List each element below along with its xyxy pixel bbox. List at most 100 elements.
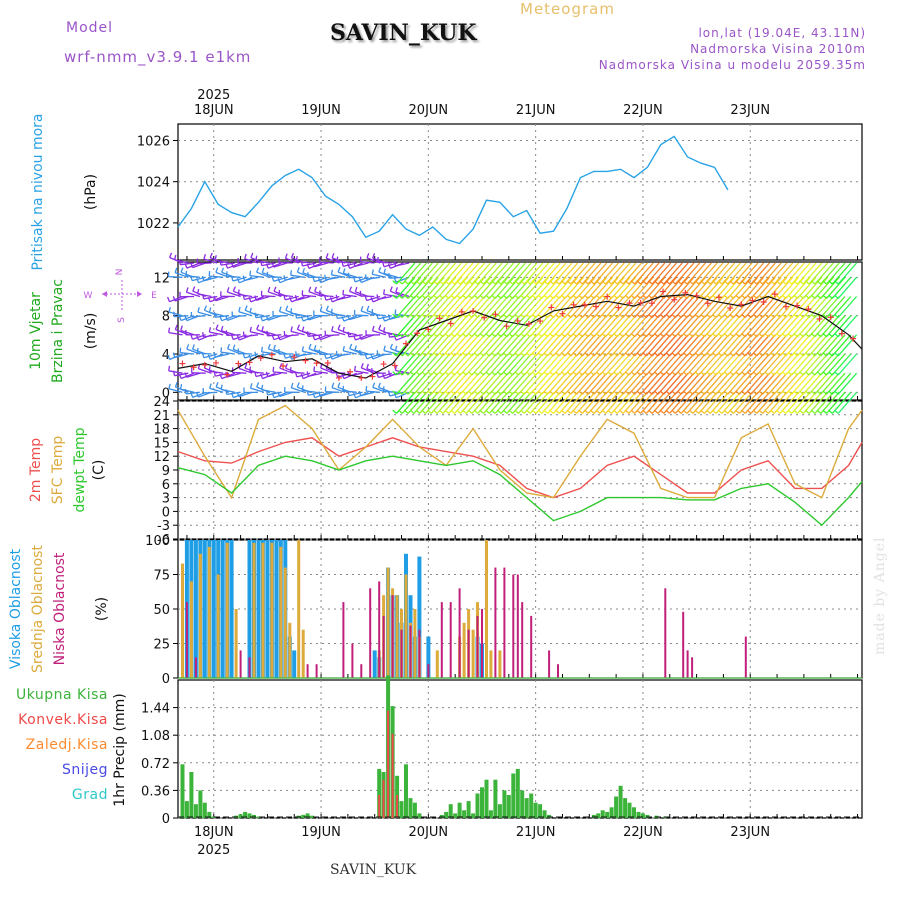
top-day-label: 19JUN (301, 103, 341, 118)
wind-barb (605, 296, 625, 318)
wind-barb-flag (671, 371, 676, 376)
wind-barb (581, 276, 602, 299)
wind-barb (500, 334, 521, 357)
wind-barb (634, 276, 654, 299)
total-precip-bar (645, 814, 650, 818)
wind-barb (587, 276, 608, 299)
page-title: SAVIN_KUK (330, 20, 477, 46)
wind-barb (221, 372, 236, 380)
wind-barb (477, 372, 497, 395)
wind-barb-flag (758, 332, 764, 338)
wind-barb (319, 261, 334, 264)
wind-barb (680, 334, 701, 357)
wind-barb-flag (261, 267, 265, 273)
wind-barb (733, 262, 753, 285)
wind-barb (383, 349, 398, 355)
wind-barb-flag (265, 315, 269, 321)
wind-barb-flag (770, 390, 775, 395)
wind-barb (669, 353, 689, 376)
wind-barb (483, 296, 503, 318)
wind-barb-flag (770, 313, 775, 318)
wind-barb-flag (271, 334, 275, 340)
wind-barb (407, 353, 428, 376)
wind-barb-flag (456, 409, 461, 414)
wind-barb-flag (723, 280, 729, 285)
wind-barb-flag (496, 332, 502, 338)
wind-barb-flag (444, 352, 450, 357)
wind-unit-label: (m/s) (83, 313, 99, 350)
wind-barb (704, 296, 724, 318)
wind-barb (377, 261, 392, 264)
wind-barb-flag (560, 371, 566, 376)
location-coordinates: lon,lat (19.04E, 43.11N) (698, 26, 866, 40)
wind-barb (325, 334, 340, 337)
wind-barb (174, 259, 189, 264)
wind-barb (564, 353, 584, 376)
wind-barb (249, 274, 264, 278)
wind-barb-flag (630, 352, 636, 357)
wind-barb-flag (816, 280, 822, 285)
wind-barb-flag (537, 390, 543, 395)
wind-barb-flag (249, 326, 252, 332)
wind-barb (186, 372, 201, 378)
wind-gust-marker (816, 315, 823, 322)
total-precip-bar (502, 790, 507, 818)
wind-barb-flag (261, 384, 264, 391)
total-precip-bar (448, 804, 453, 818)
wind-barb (477, 334, 497, 357)
wind-barb (360, 391, 375, 397)
wind-barb (814, 276, 834, 299)
wind-barb-flag (630, 390, 636, 395)
wind-barb (512, 334, 532, 357)
wind-barb (599, 296, 619, 318)
wind-barb (767, 372, 788, 395)
wind-barb-flag (461, 352, 467, 357)
wind-barb (744, 315, 765, 338)
wind-barb (663, 262, 683, 285)
wind-gust-marker (749, 297, 756, 304)
wind-barb-flag (284, 253, 288, 259)
wind-barb-flag (250, 252, 254, 258)
wind-barb (663, 353, 683, 376)
wind-barb (302, 294, 317, 298)
wind-barb-flag (781, 280, 787, 285)
total-precip-bar (605, 811, 610, 818)
top-year-label: 2025 (197, 88, 230, 103)
wind-barb-flag (810, 332, 816, 338)
wind-barb-flag (312, 261, 315, 267)
wind-barb-flag (770, 352, 775, 357)
wind-barb (267, 372, 282, 378)
wind-barb-flag (427, 313, 432, 318)
total-precip-bar (524, 798, 529, 818)
wind-barb-flag (833, 294, 839, 299)
wind-barb-flag (706, 352, 711, 357)
wind-barb (738, 262, 759, 285)
wind-barb (506, 296, 526, 318)
wind-barb (704, 276, 724, 299)
wind-barb-flag (409, 332, 415, 338)
wind-barb (576, 334, 596, 357)
y-tick-label: 9 (162, 464, 170, 479)
wind-barb-flag (833, 390, 839, 395)
wind-barb (419, 262, 439, 285)
total-precip-bar (547, 814, 552, 818)
wind-barb-flag (249, 366, 252, 372)
wind-barb-flag (296, 324, 300, 330)
wind-barb-flag (520, 294, 525, 299)
wind-barb (436, 315, 457, 338)
wind-barb-flag (543, 294, 549, 299)
wind-barb-flag (735, 390, 740, 395)
wind-barb-flag (209, 383, 212, 389)
wind-barb (599, 262, 619, 285)
wind-barb (611, 391, 631, 414)
wind-barb (738, 372, 759, 395)
wind-barb-flag (242, 353, 246, 359)
wind-barb (459, 372, 480, 395)
panel-frame (177, 123, 863, 261)
wind-barb-flag (215, 267, 219, 273)
wind-barb-flag (260, 373, 264, 379)
model-name: wrf-nmm_v3.9.1 e1km (64, 48, 252, 66)
y-tick-label: 75 (153, 569, 170, 584)
low-cloud-bar (194, 657, 197, 678)
wind-barb (762, 391, 782, 414)
